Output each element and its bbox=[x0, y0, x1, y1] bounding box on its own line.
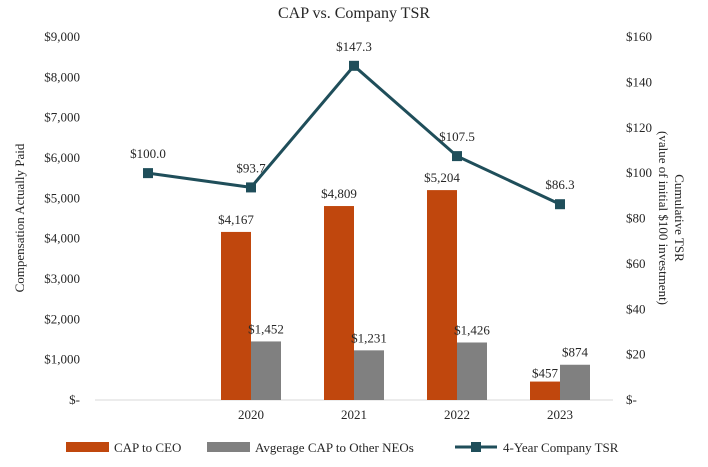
y-right-tick-label: $100 bbox=[626, 165, 652, 180]
x-tick-label: 2020 bbox=[238, 407, 264, 422]
legend-tsr-marker bbox=[471, 442, 481, 452]
legend-ceo-label: CAP to CEO bbox=[114, 440, 181, 455]
x-tick-label: 2021 bbox=[341, 407, 367, 422]
tsr-marker bbox=[349, 60, 359, 71]
y-left-tick-label: $3,000 bbox=[44, 271, 80, 286]
legend-ceo-swatch bbox=[66, 442, 109, 452]
neo-bar bbox=[354, 350, 384, 400]
ceo-bar bbox=[324, 206, 354, 400]
y-left-tick-label: $- bbox=[69, 392, 80, 407]
neo-bar bbox=[251, 341, 281, 400]
neo-bar bbox=[560, 364, 590, 400]
tsr-marker bbox=[246, 182, 256, 193]
ceo-bar-label: $5,204 bbox=[424, 170, 460, 185]
legend-neo-label: Avgerage CAP to Other NEOs bbox=[255, 440, 414, 455]
y-right-tick-label: $- bbox=[626, 392, 637, 407]
tsr-label: $86.3 bbox=[545, 177, 574, 192]
neo-bar-label: $1,231 bbox=[351, 330, 387, 345]
neo-bar bbox=[457, 342, 487, 400]
neo-bar-label: $1,452 bbox=[248, 321, 284, 336]
tsr-label: $93.7 bbox=[236, 160, 266, 175]
x-tick-label: 2022 bbox=[444, 407, 470, 422]
y-left-tick-label: $6,000 bbox=[44, 150, 80, 165]
y-left-tick-label: $7,000 bbox=[44, 110, 80, 125]
y-left-tick-label: $5,000 bbox=[44, 190, 80, 205]
y-right-tick-label: $140 bbox=[626, 74, 652, 89]
ceo-bar bbox=[427, 190, 457, 400]
y-right-tick-label: $120 bbox=[626, 120, 652, 135]
tsr-label: $107.5 bbox=[439, 129, 475, 144]
legend-tsr-label: 4-Year Company TSR bbox=[503, 440, 619, 455]
legend-neo-swatch bbox=[207, 442, 250, 452]
neo-bar-label: $874 bbox=[562, 345, 589, 360]
y-left-tick-label: $8,000 bbox=[44, 69, 80, 84]
ceo-bar-label: $4,167 bbox=[218, 212, 254, 227]
x-tick-label: 2023 bbox=[547, 407, 573, 422]
ceo-bar-label: $4,809 bbox=[321, 186, 357, 201]
y-right-tick-label: $80 bbox=[626, 211, 646, 226]
y-left-tick-label: $4,000 bbox=[44, 231, 80, 246]
tsr-marker bbox=[143, 168, 153, 179]
y-right-tick-label: $160 bbox=[626, 29, 652, 44]
tsr-label: $147.3 bbox=[336, 39, 372, 54]
y-left-axis-title: Compensation Actually Paid bbox=[12, 143, 27, 292]
y-right-tick-label: $40 bbox=[626, 301, 646, 316]
tsr-marker bbox=[452, 151, 462, 162]
ceo-bar bbox=[221, 231, 251, 400]
chart-title: CAP vs. Company TSR bbox=[278, 5, 430, 22]
y-right-axis-title-line1: Cumulative TSR bbox=[672, 174, 687, 262]
ceo-bar-label: $457 bbox=[532, 366, 559, 381]
y-left-tick-label: $2,000 bbox=[44, 311, 80, 326]
y-right-axis-title-line2: (value of initial $100 investment) bbox=[656, 131, 671, 305]
y-right-tick-label: $60 bbox=[626, 256, 646, 271]
ceo-bar bbox=[530, 381, 560, 400]
tsr-marker bbox=[555, 199, 565, 210]
tsr-line bbox=[147, 63, 561, 206]
y-right-tick-label: $20 bbox=[626, 347, 646, 362]
y-left-tick-label: $9,000 bbox=[44, 29, 80, 44]
y-left-tick-label: $1,000 bbox=[44, 352, 80, 367]
neo-bar-label: $1,426 bbox=[454, 322, 490, 337]
tsr-label: $100.0 bbox=[130, 146, 166, 161]
